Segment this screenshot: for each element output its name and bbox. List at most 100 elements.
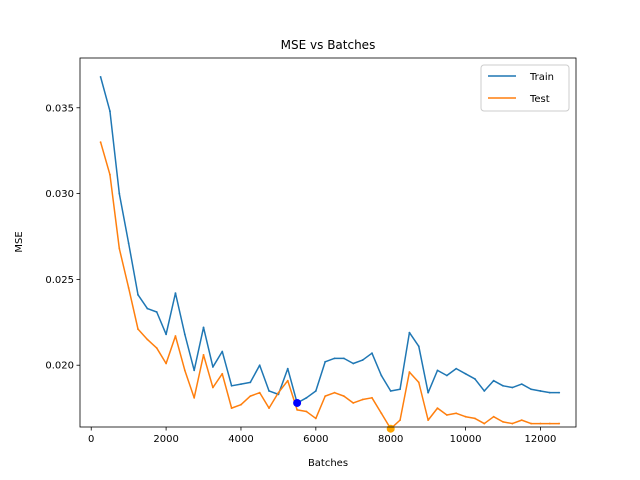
data-point-train [221, 350, 224, 353]
data-point-train [352, 362, 355, 365]
data-point-train [314, 390, 317, 392]
data-point-train [109, 110, 111, 113]
data-point-test [314, 417, 317, 420]
y-tick-label: 0.020 [45, 361, 74, 372]
data-point-train [539, 390, 542, 392]
data-point-test [165, 362, 167, 365]
data-point-train [436, 369, 439, 372]
data-point-train [118, 192, 121, 195]
data-point-train [483, 390, 486, 392]
y-tick-label: 0.030 [45, 189, 74, 200]
data-point-test [174, 335, 177, 337]
data-point-test [436, 407, 439, 410]
y-axis-title: MSE [14, 231, 25, 252]
series-line-test [99, 141, 560, 430]
data-point-train [165, 333, 167, 336]
data-point-train [530, 388, 532, 391]
data-point-train [445, 374, 448, 377]
data-point-test [221, 372, 224, 375]
data-point-train [492, 379, 495, 382]
series-layer [99, 75, 561, 430]
data-point-test [258, 391, 261, 394]
data-point-test [183, 369, 186, 372]
data-point-train [193, 369, 196, 372]
data-point-train [240, 383, 242, 385]
data-point-train [520, 383, 523, 385]
data-point-train [371, 352, 373, 355]
x-tick-label: 12000 [525, 434, 557, 445]
data-point-train [389, 390, 392, 392]
data-point-test [558, 422, 561, 425]
data-point-train [146, 307, 149, 310]
plot-area [80, 58, 576, 427]
data-point-test [193, 396, 196, 399]
data-point-test [445, 414, 448, 416]
data-point-test [118, 247, 121, 250]
data-point-train [258, 364, 261, 367]
data-point-test [230, 407, 233, 410]
data-point-test [474, 417, 476, 420]
data-point-test [249, 395, 252, 398]
data-point-test [539, 422, 542, 425]
data-point-train [455, 367, 458, 370]
chart-title: MSE vs Batches [281, 38, 376, 52]
data-point-train [286, 367, 289, 370]
data-point-train [155, 311, 158, 313]
best-point-marker-train [293, 398, 302, 407]
data-point-test [324, 395, 327, 398]
data-point-test [211, 386, 214, 389]
data-point-test [492, 415, 495, 418]
data-point-train [380, 374, 383, 377]
data-point-train [474, 378, 476, 380]
best-point-marker-test [386, 424, 395, 433]
data-point-test [343, 395, 345, 398]
data-point-train [511, 386, 514, 389]
data-point-test [137, 328, 139, 331]
legend-label-train: Train [529, 72, 554, 83]
data-point-test [399, 419, 401, 422]
data-point-test [511, 422, 514, 425]
data-point-train [464, 372, 467, 375]
x-axis-title: Batches [308, 458, 348, 469]
data-point-train [230, 384, 233, 387]
data-point-train [127, 242, 130, 245]
data-point-test [530, 422, 532, 425]
data-point-test [333, 391, 336, 394]
data-point-train [417, 345, 420, 348]
data-point-test [240, 403, 242, 406]
y-tick-label: 0.025 [45, 275, 74, 286]
data-point-train [548, 391, 551, 394]
data-point-train [249, 381, 252, 384]
data-point-test [427, 419, 430, 422]
data-point-test [361, 398, 364, 401]
data-point-test [202, 354, 205, 356]
x-tick-label: 0 [88, 434, 94, 445]
data-point-test [286, 379, 289, 382]
legend-box [480, 64, 570, 112]
data-point-test [371, 396, 373, 399]
data-point-test [502, 420, 504, 423]
data-point-test [155, 347, 158, 349]
data-point-test [455, 412, 458, 415]
data-point-train [333, 357, 336, 360]
data-point-test [548, 422, 551, 425]
series-line-train [99, 76, 560, 404]
ticks-layer: 0 2000 4000 6000 8000 10000 12000 0.020 0.025 0.0… [45, 103, 556, 445]
plot-frame [79, 57, 577, 428]
data-point-test [277, 391, 280, 394]
data-point-test [464, 415, 467, 418]
data-point-test [109, 173, 111, 176]
x-tick-label: 6000 [303, 434, 328, 445]
data-point-train [211, 366, 214, 368]
x-tick-label: 8000 [378, 434, 403, 445]
data-point-train [174, 292, 177, 295]
data-point-train [202, 326, 205, 329]
data-point-train [408, 331, 411, 334]
data-point-test [408, 371, 411, 373]
data-point-test [305, 410, 308, 413]
data-point-train [268, 390, 270, 392]
data-point-test [146, 338, 149, 341]
data-point-test [352, 402, 355, 404]
x-tick-label: 2000 [153, 434, 178, 445]
